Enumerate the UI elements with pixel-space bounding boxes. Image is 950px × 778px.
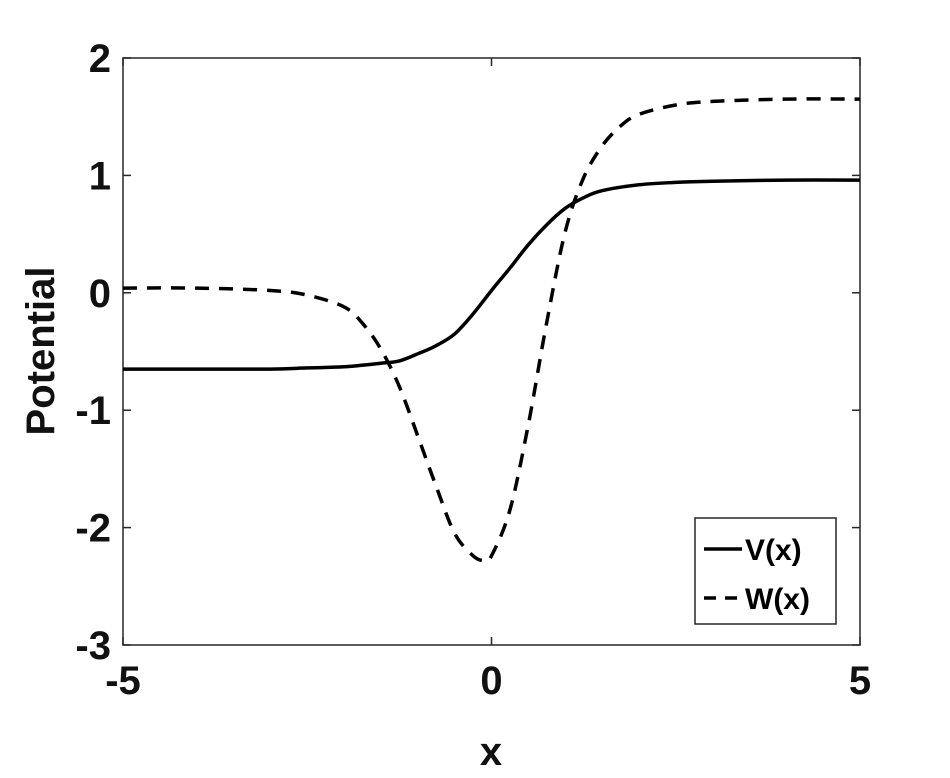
x-tick-label: 5 — [849, 659, 871, 703]
legend-box — [694, 517, 837, 625]
axis-ticks — [122, 57, 861, 646]
x-tick-label: -5 — [105, 659, 141, 703]
tick-labels: -5 0 5 -3 -2 -1 0 1 2 — [75, 37, 871, 703]
legend-label-w: W(x) — [745, 583, 810, 616]
series-lines — [122, 97, 861, 564]
y-axis-label: Potential — [19, 267, 63, 436]
series-line-v — [122, 178, 861, 371]
legend: V(x) W(x) — [694, 517, 837, 625]
x-tick-label: 0 — [480, 659, 502, 703]
y-tick-label: 2 — [89, 37, 111, 81]
y-tick-label: -3 — [75, 624, 111, 668]
y-tick-label: 0 — [89, 272, 111, 316]
legend-label-v: V(x) — [745, 534, 802, 567]
x-axis-label: x — [480, 730, 502, 774]
series-line-w — [122, 97, 861, 564]
y-tick-label: 1 — [89, 154, 111, 198]
y-tick-label: -2 — [75, 507, 111, 551]
y-tick-label: -1 — [75, 389, 111, 433]
